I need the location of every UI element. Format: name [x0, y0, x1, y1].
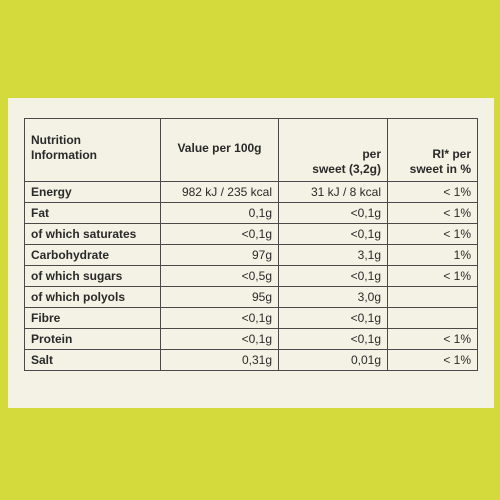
- header-line: Value per 100g: [177, 140, 262, 155]
- row-label: Carbohydrate: [24, 244, 161, 266]
- cell-value: <0,1g: [278, 223, 388, 245]
- cell-value: <0,1g: [278, 328, 388, 350]
- cell-value: <0,1g: [278, 202, 388, 224]
- table-row: Fat 0,1g <0,1g < 1%: [24, 202, 478, 224]
- table-row: Energy 982 kJ / 235 kcal 31 kJ / 8 kcal < 1…: [24, 181, 478, 203]
- row-label: of which sugars: [24, 265, 161, 287]
- header-cell: Value per 100g: [160, 118, 279, 182]
- cell-value: < 1%: [387, 202, 478, 224]
- header-cell: RI* per sweet in %: [387, 118, 478, 182]
- table-row: Carbohydrate 97g 3,1g 1%: [24, 244, 478, 266]
- cell-value: < 1%: [387, 265, 478, 287]
- row-label: of which polyols: [24, 286, 161, 308]
- header-line: Information: [31, 148, 97, 162]
- cell-value: < 1%: [387, 223, 478, 245]
- cell-value: < 1%: [387, 349, 478, 371]
- cell-value: 31 kJ / 8 kcal: [278, 181, 388, 203]
- table-row: of which sugars <0,5g <0,1g < 1%: [24, 265, 478, 287]
- table-row: Salt 0,31g 0,01g < 1%: [24, 349, 478, 371]
- header-row: Nutrition Information Value per 100g per swe…: [24, 118, 478, 182]
- cell-value: 0,01g: [278, 349, 388, 371]
- header-cell: per sweet (3,2g): [278, 118, 388, 182]
- header-line: sweet in %: [409, 162, 471, 176]
- table-row: of which polyols 95g 3,0g: [24, 286, 478, 308]
- header-line: Nutrition: [31, 133, 81, 147]
- row-label: Fibre: [24, 307, 161, 329]
- nutrition-table: Nutrition Information Value per 100g per swe…: [24, 118, 478, 371]
- row-label: Fat: [24, 202, 161, 224]
- cell-value: 0,1g: [160, 202, 279, 224]
- header-line: per: [362, 147, 381, 161]
- table-body: Energy 982 kJ / 235 kcal 31 kJ / 8 kcal < 1…: [24, 181, 478, 371]
- cell-value: < 1%: [387, 181, 478, 203]
- cell-value: <0,1g: [278, 307, 388, 329]
- cell-value: [387, 286, 478, 308]
- cell-value: <0,1g: [278, 265, 388, 287]
- row-label: Salt: [24, 349, 161, 371]
- cell-value: [387, 307, 478, 329]
- header-line: sweet (3,2g): [312, 162, 381, 176]
- table-row: Protein <0,1g <0,1g < 1%: [24, 328, 478, 350]
- cell-value: 97g: [160, 244, 279, 266]
- header-cell: Nutrition Information: [24, 118, 161, 182]
- cell-value: 3,1g: [278, 244, 388, 266]
- cell-value: 95g: [160, 286, 279, 308]
- row-label: Energy: [24, 181, 161, 203]
- cell-value: 1%: [387, 244, 478, 266]
- cell-value: <0,5g: [160, 265, 279, 287]
- table-row: of which saturates <0,1g <0,1g < 1%: [24, 223, 478, 245]
- cell-value: 982 kJ / 235 kcal: [160, 181, 279, 203]
- row-label: of which saturates: [24, 223, 161, 245]
- cell-value: <0,1g: [160, 328, 279, 350]
- cell-value: < 1%: [387, 328, 478, 350]
- cell-value: 3,0g: [278, 286, 388, 308]
- cell-value: 0,31g: [160, 349, 279, 371]
- row-label: Protein: [24, 328, 161, 350]
- table-row: Fibre <0,1g <0,1g: [24, 307, 478, 329]
- cell-value: <0,1g: [160, 307, 279, 329]
- cell-value: <0,1g: [160, 223, 279, 245]
- header-line: RI* per: [432, 147, 471, 161]
